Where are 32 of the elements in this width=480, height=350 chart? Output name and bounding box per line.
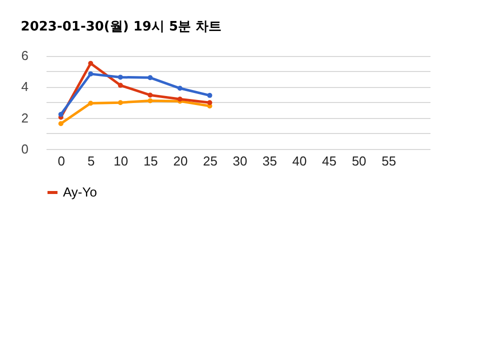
point (207, 100, 212, 106)
chart-title: 2023-01-30(월) 19시 5분 차트 (20, 20, 222, 35)
x-tick-label: 40 (292, 154, 307, 168)
point (118, 74, 123, 80)
legend-label: Ay-Yo (63, 184, 97, 200)
point (148, 98, 153, 104)
x-tick-label: 5 (88, 154, 95, 168)
x-tick-label: 30 (232, 154, 248, 168)
y-tick-label: 4 (21, 79, 28, 94)
x-tick-label: 0 (58, 154, 65, 168)
point (88, 100, 94, 106)
point (148, 75, 153, 80)
x-tick-label: 50 (352, 154, 366, 168)
point (88, 71, 94, 76)
y-tick-label: 0 (21, 142, 28, 156)
x-tick-label: 45 (322, 154, 337, 168)
point (58, 112, 64, 117)
x-tick-label: 35 (262, 154, 277, 168)
point (118, 82, 123, 88)
x-tick-label: 10 (114, 154, 128, 168)
point (148, 92, 153, 98)
point (88, 60, 94, 66)
x-tick-label: 15 (143, 154, 158, 168)
point (118, 100, 123, 106)
x-tick-label: 20 (173, 154, 188, 168)
point (177, 86, 182, 91)
x-tick-label: 25 (202, 154, 218, 168)
point (207, 92, 212, 98)
x-tick-label: 55 (382, 154, 396, 168)
y-tick-label: 6 (21, 48, 28, 64)
point (58, 121, 64, 126)
y-tick-label: 2 (21, 110, 28, 126)
